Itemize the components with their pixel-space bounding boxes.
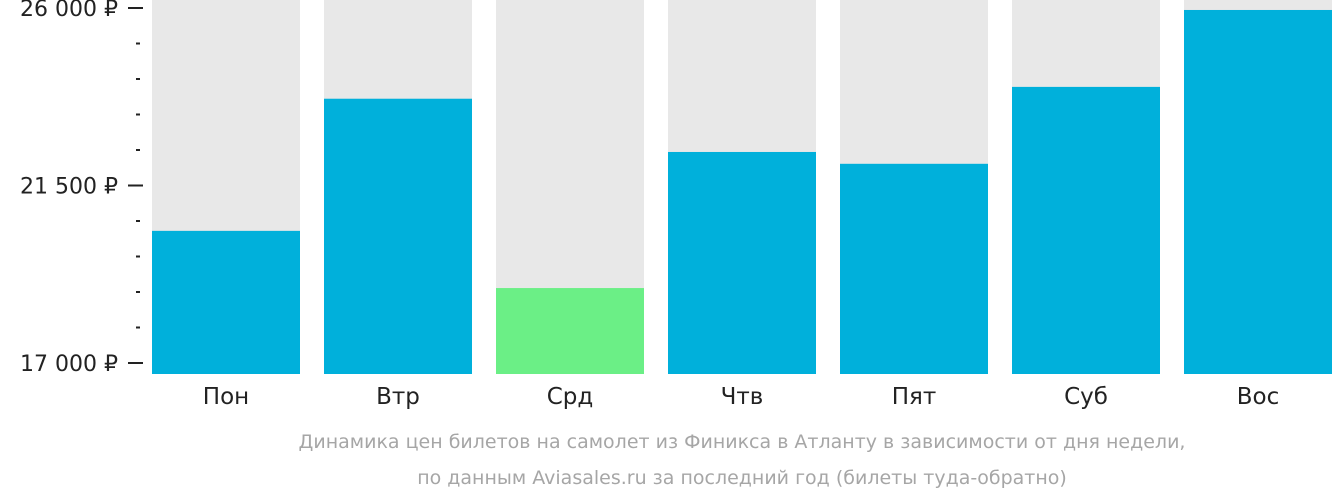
bar: [840, 163, 988, 374]
bar-cheapest: [496, 288, 644, 374]
bar: [668, 151, 816, 374]
chart-caption-line-2: по данным Aviasales.ru за последний год …: [417, 467, 1067, 489]
y-tick-label: 21 500 ₽: [20, 175, 118, 200]
x-tick-label: Суб: [1064, 384, 1108, 410]
y-tick-label: 17 000 ₽: [20, 352, 118, 377]
x-tick-label: Пон: [203, 384, 249, 410]
y-axis: 26 000 ₽ 21 500 ₽ 17 000 ₽: [20, 0, 143, 377]
bars-group: [152, 0, 1332, 374]
chart-caption-line-1: Динамика цен билетов на самолет из Финик…: [298, 431, 1186, 453]
x-tick-label: Втр: [376, 384, 420, 410]
x-tick-label: Чтв: [721, 384, 764, 410]
x-tick-label: Срд: [547, 384, 594, 410]
bar: [152, 230, 300, 374]
x-tick-label: Вос: [1237, 384, 1280, 410]
bar: [324, 98, 472, 374]
x-axis: Пон Втр Срд Чтв Пят Суб Вос: [203, 384, 1279, 410]
bar: [1012, 86, 1160, 374]
y-tick-label: 26 000 ₽: [20, 0, 118, 22]
bar: [1184, 9, 1332, 374]
x-tick-label: Пят: [892, 384, 937, 410]
